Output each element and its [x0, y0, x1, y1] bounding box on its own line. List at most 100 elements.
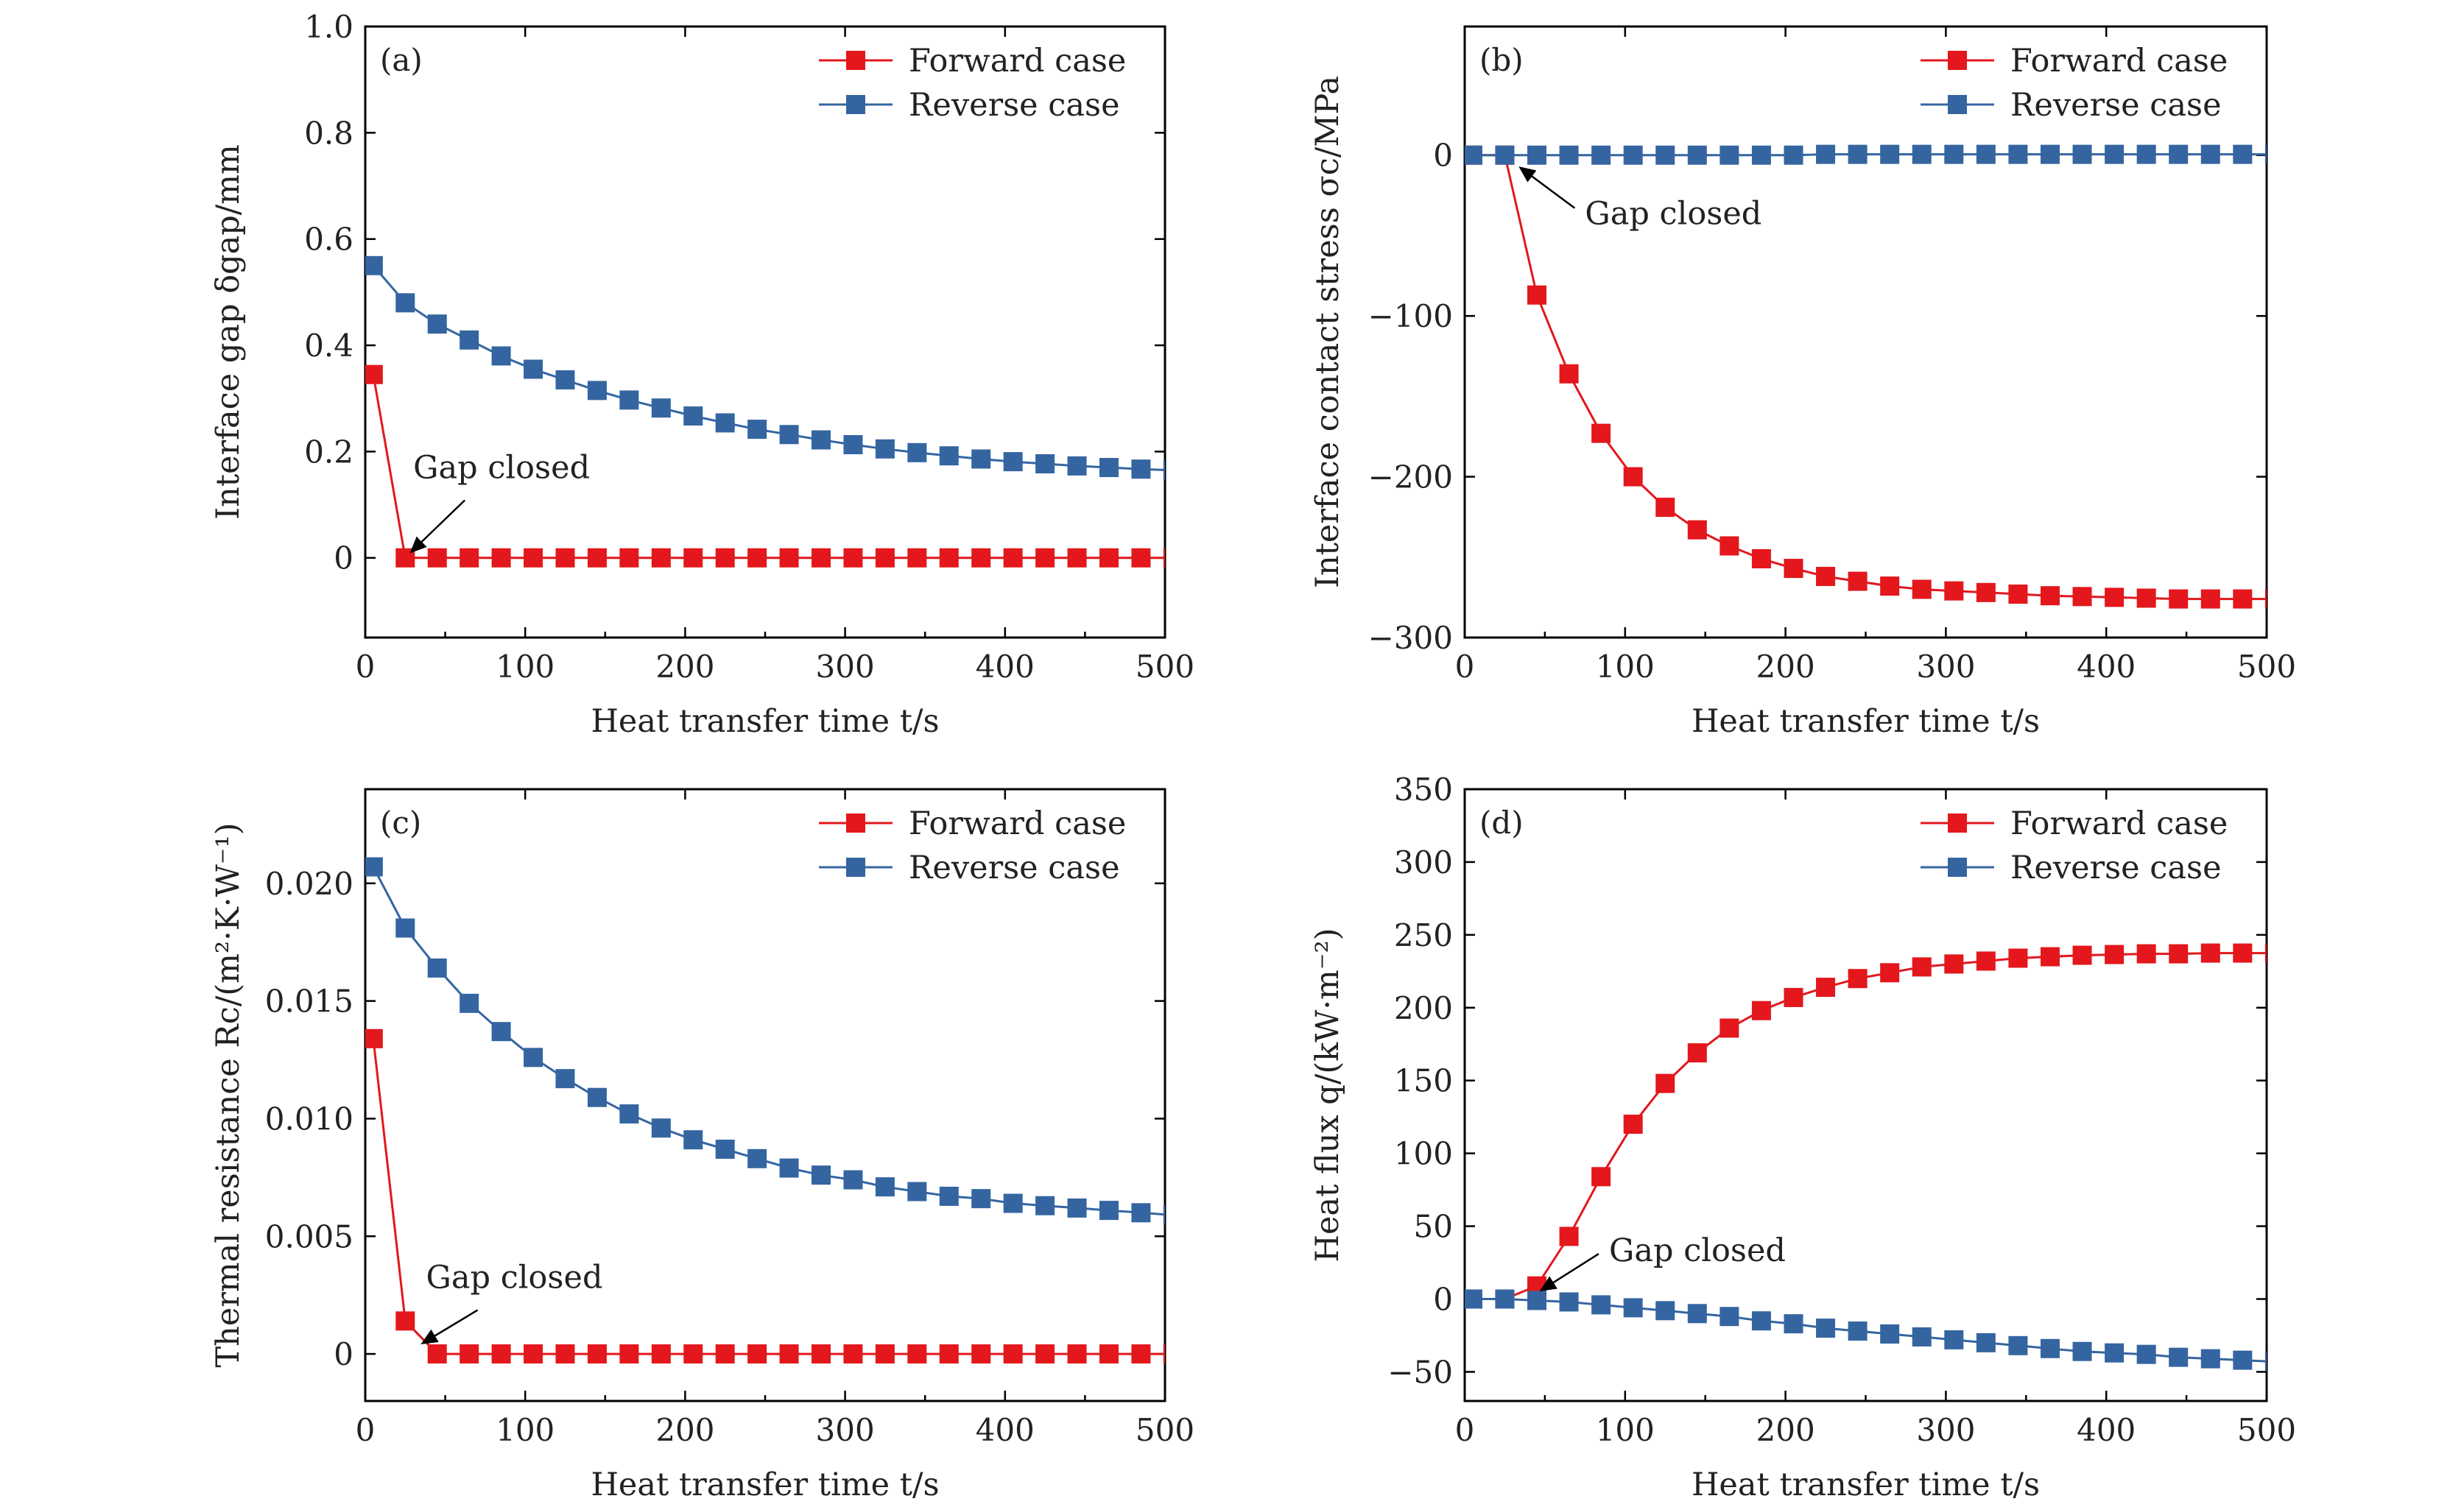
data-point: [1623, 1298, 1643, 1318]
data-point: [1976, 951, 1996, 971]
data-point: [1099, 1344, 1119, 1364]
series-line-reverse: [372, 264, 1165, 471]
legend-label: Forward case: [2010, 805, 2228, 842]
data-point: [2169, 144, 2189, 164]
data-point: [2233, 144, 2253, 164]
plot-area: [365, 857, 1165, 1364]
data-point: [1816, 978, 1836, 998]
panel-label: (c): [380, 805, 421, 841]
data-point: [1163, 1344, 1165, 1364]
data-point: [843, 548, 863, 568]
data-point: [1623, 467, 1643, 487]
y-tick-label: 350: [1394, 772, 1453, 808]
data-point: [1880, 144, 1900, 164]
data-point: [1035, 453, 1055, 473]
data-point: [2264, 144, 2267, 164]
data-point: [1687, 1043, 1707, 1063]
data-point: [555, 370, 575, 389]
annotation-gap-closed: Gap closed: [1585, 196, 1761, 233]
plot-area: [365, 255, 1165, 568]
x-tick-label: 100: [496, 1412, 555, 1448]
data-point: [907, 1182, 927, 1201]
data-point: [779, 425, 799, 445]
y-tick-label: 300: [1394, 844, 1453, 880]
data-point: [1067, 456, 1087, 476]
data-point: [524, 1344, 543, 1364]
data-point: [1591, 423, 1611, 443]
legend-label: Reverse case: [2010, 850, 2222, 886]
data-point: [2264, 943, 2267, 963]
data-point: [939, 548, 959, 568]
data-point: [875, 548, 895, 568]
data-point: [2040, 144, 2060, 164]
data-point: [1465, 145, 1482, 165]
data-point: [1099, 458, 1119, 478]
legend-marker: [1948, 814, 1967, 833]
y-tick-label: 100: [1394, 1136, 1453, 1172]
panel-b: 0 100 200 300 400 500 −300 −200 −100 0 Heat transf…: [1309, 25, 2296, 740]
data-point: [715, 548, 735, 568]
x-tick-label: 300: [1916, 649, 1975, 685]
panel-label: (d): [1479, 805, 1524, 841]
panel-label: (b): [1479, 42, 1524, 78]
data-point: [1003, 548, 1023, 568]
data-point: [2136, 944, 2156, 964]
data-point: [1035, 548, 1055, 568]
data-point: [2233, 1350, 2253, 1370]
data-point: [683, 1344, 703, 1364]
x-tick-label: 500: [1136, 649, 1194, 685]
data-point: [1591, 145, 1611, 165]
y-axis-title: Interface gap δgap/mm: [210, 144, 247, 520]
data-point: [715, 1140, 735, 1160]
data-point: [427, 958, 447, 978]
annotation-gap-closed: Gap closed: [1609, 1232, 1786, 1269]
data-point: [1944, 581, 1964, 601]
panel-c: 0 100 200 300 400 500 0 0.005 0.010 0.015 0.020 Hea…: [210, 788, 1194, 1503]
data-point: [1067, 1198, 1087, 1218]
data-point: [2105, 945, 2125, 964]
data-point: [1527, 285, 1547, 305]
data-point: [1751, 145, 1771, 165]
data-point: [1623, 1115, 1643, 1134]
x-tick-label: 0: [356, 1412, 376, 1448]
x-tick-label: 200: [1756, 1412, 1815, 1448]
data-point: [524, 359, 543, 379]
data-point: [1559, 364, 1579, 384]
data-point: [1912, 957, 1932, 977]
legend-label: Forward case: [909, 43, 1126, 80]
annotation-arrow: [420, 1309, 479, 1344]
data-point: [365, 364, 383, 384]
data-point: [1559, 1227, 1579, 1246]
data-point: [651, 398, 671, 418]
data-point: [2040, 586, 2060, 606]
x-axis-title: Heat transfer time t/s: [1692, 703, 2040, 740]
y-tick-label: 50: [1414, 1209, 1453, 1245]
y-tick-label: −200: [1368, 459, 1453, 495]
x-tick-label: 500: [1136, 1412, 1194, 1448]
data-point: [812, 548, 831, 568]
data-point: [427, 1344, 447, 1364]
data-point: [1719, 1307, 1739, 1327]
y-tick-label: 1.0: [304, 9, 353, 45]
data-point: [651, 1344, 671, 1364]
data-point: [460, 330, 479, 350]
data-point: [1880, 1324, 1900, 1344]
data-point: [2136, 1344, 2156, 1364]
data-point: [1784, 559, 1803, 579]
x-tick-label: 100: [496, 649, 555, 685]
data-point: [619, 1104, 639, 1124]
data-point: [2105, 1343, 2125, 1363]
annotation-arrow: [409, 499, 466, 554]
y-tick-label: 0.010: [265, 1101, 353, 1137]
data-point: [971, 548, 991, 568]
x-tick-label: 400: [976, 649, 1035, 685]
data-point: [1623, 145, 1643, 165]
data-point: [1687, 1304, 1707, 1324]
data-point: [1131, 459, 1151, 479]
data-point: [1655, 145, 1675, 165]
data-point: [939, 1344, 959, 1364]
x-axis-title: Heat transfer time t/s: [1692, 1467, 2040, 1503]
data-point: [1559, 1292, 1579, 1312]
data-point: [875, 1344, 895, 1364]
y-tick-label: 0.2: [304, 434, 353, 470]
